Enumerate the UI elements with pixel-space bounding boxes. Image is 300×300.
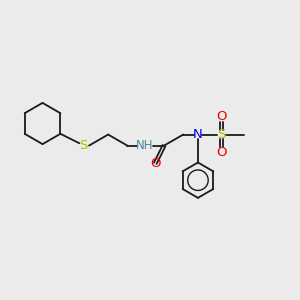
Text: NH: NH — [136, 139, 154, 152]
Text: S: S — [217, 128, 226, 141]
Text: O: O — [216, 110, 227, 123]
Text: S: S — [80, 139, 88, 152]
Text: O: O — [216, 146, 227, 159]
Text: N: N — [193, 128, 203, 141]
Text: O: O — [150, 157, 160, 170]
